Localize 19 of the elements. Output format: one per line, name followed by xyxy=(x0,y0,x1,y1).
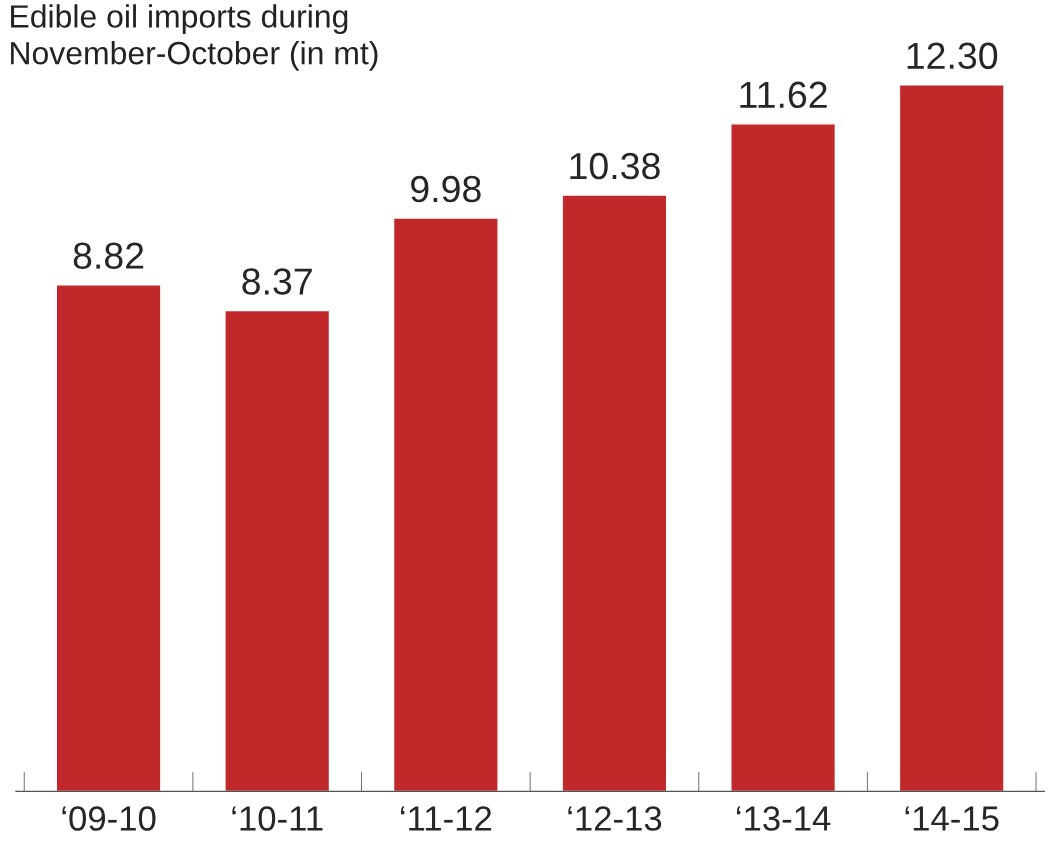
data-label: 10.38 xyxy=(570,152,660,180)
bar xyxy=(561,194,668,792)
x-tick-label: ‘13-14 xyxy=(736,806,831,831)
bar xyxy=(898,84,1005,792)
x-tick-label: ‘12-13 xyxy=(568,806,662,831)
bar xyxy=(55,284,162,792)
bar xyxy=(730,123,837,792)
x-tick-label: ‘09-10 xyxy=(62,806,156,831)
data-label: 8.37 xyxy=(242,268,312,295)
x-tick-label: ‘14-15 xyxy=(905,806,999,831)
bar xyxy=(224,309,331,792)
data-label: 8.82 xyxy=(73,242,144,269)
chart-title: Edible oil imports during November-October (in mt) xyxy=(11,4,378,71)
bar xyxy=(392,217,499,792)
x-tick-label: ‘11-12 xyxy=(401,806,492,831)
data-label: 11.62 xyxy=(740,81,827,109)
data-label: 12.30 xyxy=(907,42,998,70)
x-tick-label: ‘10-11 xyxy=(232,806,323,831)
data-label: 9.98 xyxy=(411,175,481,203)
